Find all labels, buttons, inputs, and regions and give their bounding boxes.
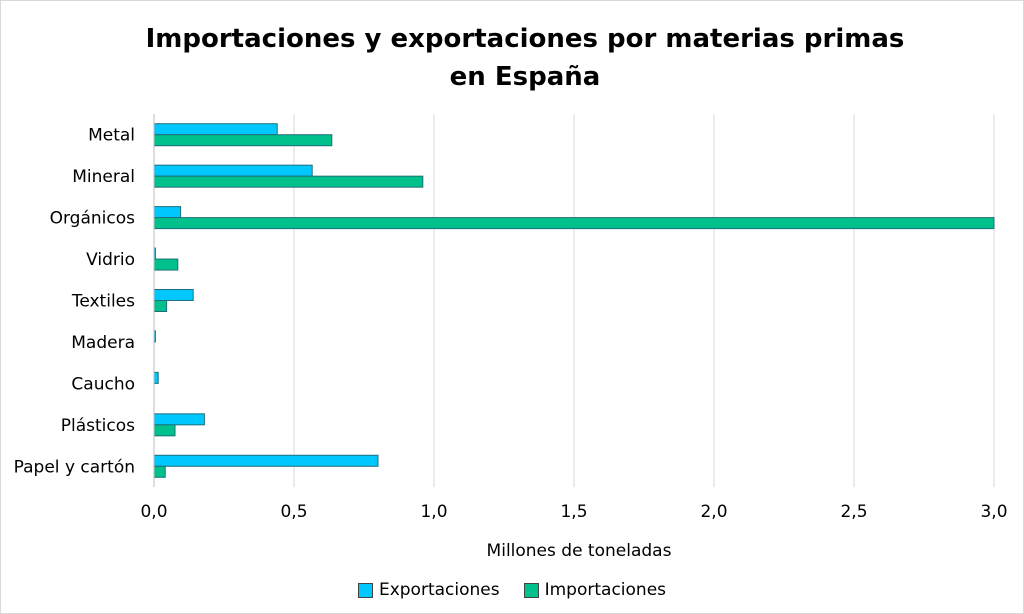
bar-importaciones xyxy=(153,300,168,312)
legend-swatch-exportaciones xyxy=(357,582,373,598)
y-tick-label: Plásticos xyxy=(61,416,135,436)
x-axis-title: Millones de toneladas xyxy=(487,541,672,561)
chart-title: Importaciones y exportaciones por materi… xyxy=(145,24,905,92)
y-tick-label: Mineral xyxy=(72,167,135,187)
y-tick-label: Caucho xyxy=(71,374,135,394)
y-tick-label: Papel y cartón xyxy=(14,457,135,477)
y-tick-label: Vidrio xyxy=(86,250,135,270)
x-tick-label: 1,0 xyxy=(420,502,447,522)
bar-importaciones xyxy=(153,175,424,188)
bar-exportaciones xyxy=(153,454,379,467)
bar-exportaciones xyxy=(153,123,278,136)
legend-swatch-importaciones xyxy=(523,582,539,598)
x-tick-label: 2,5 xyxy=(840,502,867,522)
y-tick-label: Textiles xyxy=(71,292,135,312)
bar-importaciones xyxy=(153,465,166,478)
bar-exportaciones xyxy=(153,206,182,219)
y-tick-label: Orgánicos xyxy=(50,209,136,229)
legend-item-exportaciones: Exportaciones xyxy=(357,580,500,600)
legend-item-importaciones: Importaciones xyxy=(523,580,667,600)
y-tick-label: Metal xyxy=(88,126,135,146)
legend: Exportaciones Importaciones xyxy=(0,580,1024,600)
x-tick-label: 1,5 xyxy=(560,502,587,522)
x-tick-label: 0,0 xyxy=(140,502,167,522)
bar-exportaciones xyxy=(153,289,194,301)
x-tick-label: 0,5 xyxy=(280,502,307,522)
legend-label-exportaciones: Exportaciones xyxy=(378,580,500,600)
bar-exportaciones xyxy=(153,413,205,426)
x-tick-label: 3,0 xyxy=(980,502,1007,522)
x-tick-label: 2,0 xyxy=(700,502,727,522)
legend-label-importaciones: Importaciones xyxy=(544,580,667,600)
bar-exportaciones xyxy=(153,371,159,384)
bar-exportaciones xyxy=(153,164,313,177)
bar-importaciones xyxy=(153,217,995,230)
bar-importaciones xyxy=(153,134,333,147)
y-tick-label: Madera xyxy=(71,333,135,353)
bar-importaciones xyxy=(153,424,176,437)
bar-importaciones xyxy=(153,258,179,271)
